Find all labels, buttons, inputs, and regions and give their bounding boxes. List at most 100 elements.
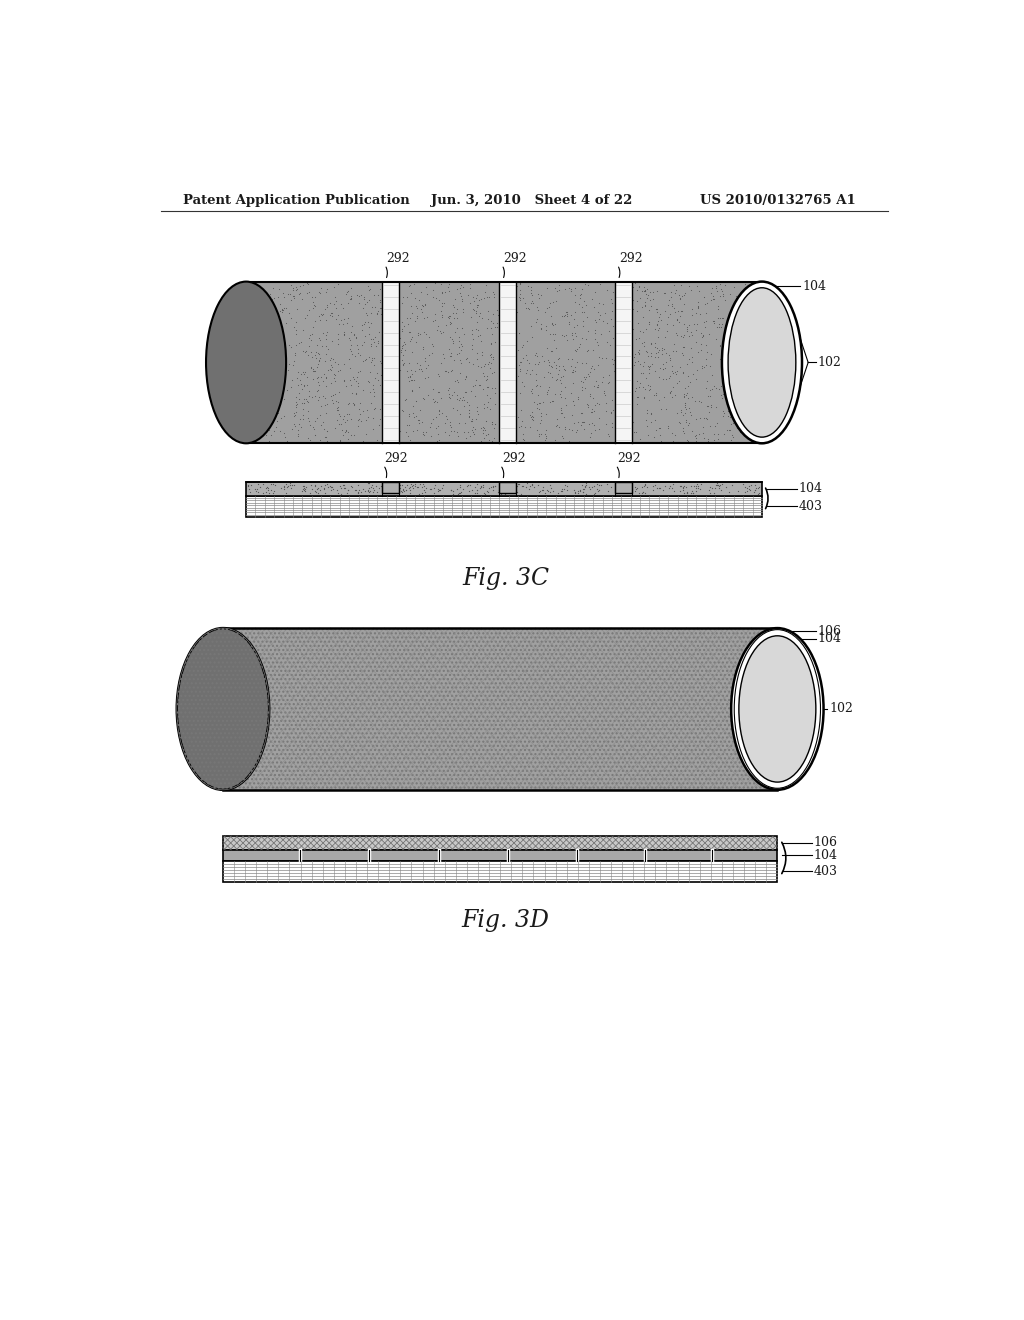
Point — [560, 277, 577, 298]
Point — [512, 351, 528, 372]
Point — [372, 289, 388, 310]
Bar — [223, 836, 777, 850]
Point — [676, 284, 692, 305]
Point — [411, 323, 427, 345]
Point — [607, 326, 624, 347]
Point — [270, 403, 287, 424]
Point — [618, 397, 635, 418]
Point — [690, 296, 707, 317]
Point — [387, 346, 403, 367]
Point — [433, 323, 450, 345]
Point — [604, 417, 621, 438]
Point — [499, 331, 515, 352]
Point — [378, 318, 394, 339]
Point — [498, 318, 514, 339]
Point — [445, 421, 462, 442]
Point — [454, 289, 470, 310]
Point — [591, 479, 607, 500]
Point — [603, 477, 620, 498]
Point — [545, 323, 561, 345]
Point — [482, 387, 499, 408]
Text: Jun. 3, 2010   Sheet 4 of 22: Jun. 3, 2010 Sheet 4 of 22 — [431, 194, 632, 207]
Point — [258, 425, 274, 446]
Point — [529, 375, 546, 396]
Point — [457, 368, 473, 389]
Point — [483, 412, 500, 433]
Point — [748, 392, 764, 413]
Point — [639, 279, 655, 300]
Point — [637, 280, 653, 301]
Point — [457, 381, 473, 403]
Point — [446, 381, 463, 403]
Point — [750, 294, 766, 315]
Point — [699, 428, 716, 449]
Point — [337, 478, 353, 499]
Point — [688, 409, 705, 430]
Point — [255, 294, 271, 315]
Point — [258, 318, 274, 339]
Point — [412, 474, 428, 495]
Point — [749, 308, 765, 329]
Point — [482, 399, 499, 420]
Point — [578, 352, 594, 374]
Point — [611, 428, 628, 449]
Point — [479, 286, 496, 308]
Point — [632, 428, 648, 449]
Point — [573, 327, 590, 348]
Point — [276, 298, 293, 319]
Point — [521, 363, 538, 384]
Point — [302, 325, 318, 346]
Point — [311, 404, 328, 425]
Point — [542, 323, 558, 345]
Point — [601, 319, 617, 341]
Point — [430, 478, 446, 499]
Point — [275, 282, 292, 304]
Point — [557, 376, 573, 397]
Point — [543, 305, 559, 326]
Point — [740, 479, 757, 500]
Point — [256, 343, 272, 364]
Point — [675, 417, 691, 438]
Point — [740, 331, 757, 352]
Point — [412, 355, 428, 376]
Point — [317, 343, 334, 364]
Point — [719, 420, 735, 441]
Point — [549, 408, 565, 429]
Point — [310, 387, 327, 408]
Point — [288, 401, 304, 422]
Point — [573, 475, 590, 496]
Point — [309, 482, 326, 503]
Point — [591, 309, 607, 330]
Point — [581, 413, 597, 434]
Point — [623, 388, 639, 409]
Point — [511, 286, 527, 308]
Point — [354, 400, 371, 421]
Point — [530, 351, 547, 372]
Point — [420, 366, 436, 387]
Point — [611, 409, 628, 430]
Point — [394, 319, 411, 341]
Point — [553, 380, 569, 401]
Point — [708, 478, 724, 499]
Point — [413, 298, 429, 319]
Point — [507, 300, 523, 321]
Point — [429, 430, 445, 451]
Point — [674, 285, 690, 306]
Point — [597, 302, 613, 323]
Point — [563, 383, 580, 404]
Point — [744, 279, 761, 300]
Point — [737, 399, 754, 420]
Point — [569, 351, 586, 372]
Point — [553, 397, 569, 418]
Point — [680, 397, 696, 418]
Point — [710, 281, 726, 302]
Point — [264, 277, 281, 298]
Point — [696, 407, 713, 428]
Point — [512, 289, 528, 310]
Point — [520, 276, 537, 297]
Point — [343, 477, 359, 498]
Point — [653, 310, 670, 331]
Point — [424, 279, 440, 300]
Point — [465, 375, 481, 396]
Point — [254, 315, 270, 337]
